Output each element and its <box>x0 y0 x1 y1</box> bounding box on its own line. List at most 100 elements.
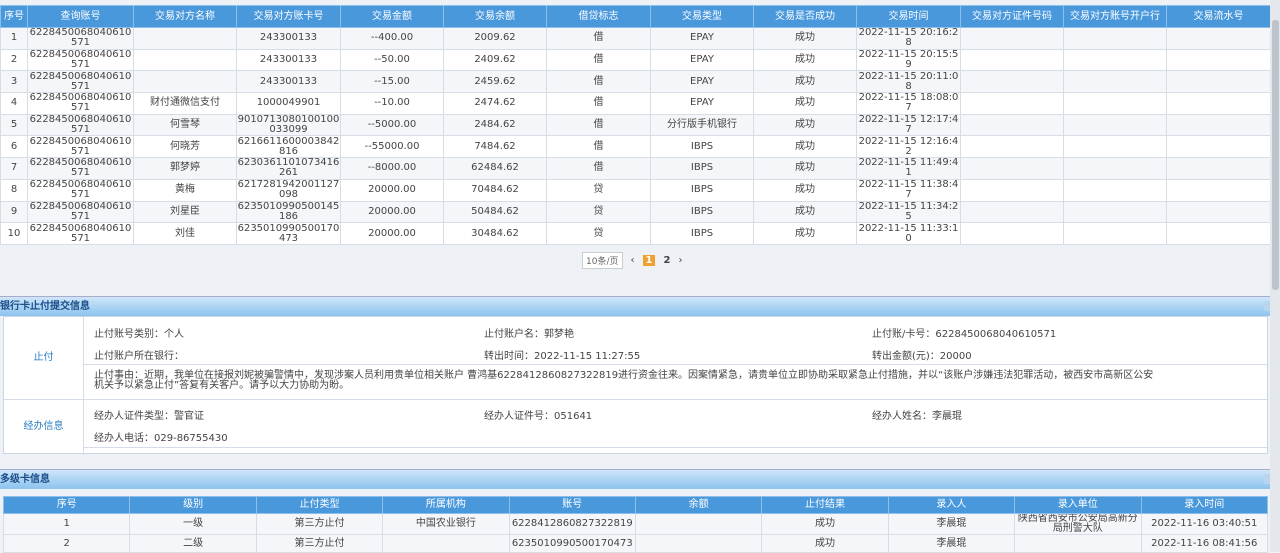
table-cell: EPAY <box>650 27 754 50</box>
table-row[interactable]: 2 二级 第三方止付 6235010990500170473 成功 李晨琨 2022-11-… <box>2 534 1269 553</box>
prev-page-button[interactable]: ‹ <box>630 255 635 266</box>
table-cell: 贷 <box>546 222 651 245</box>
table-cell: 刘佳 <box>133 222 237 245</box>
table-cell <box>382 534 510 553</box>
table-cell: 6228450068040610571 <box>27 27 134 50</box>
table-row[interactable]: 8 6228450068040610571 黄梅 621728194200112709… <box>0 178 1271 202</box>
table-cell: 6217281942001127098 <box>236 178 341 202</box>
table-cell: 10 <box>0 222 28 245</box>
bank: 止付账户所在银行： <box>94 351 184 362</box>
table-cell <box>1063 200 1167 224</box>
table-cell <box>1166 157 1271 180</box>
table-row[interactable]: 4 6228450068040610571 财付通微信支付 1000049901 --1… <box>0 92 1271 115</box>
page-size-select[interactable]: 10条/页 <box>582 252 623 269</box>
table-cell <box>1166 27 1271 50</box>
scrollbar[interactable] <box>1270 0 1280 552</box>
scrollbar-thumb[interactable] <box>1272 20 1279 290</box>
table-cell <box>960 222 1064 245</box>
table-row[interactable]: 1 6228450068040610571 243300133 --400.00 200… <box>0 27 1271 50</box>
table-row[interactable]: 5 6228450068040610571 何雪琴 90107130801001000… <box>0 113 1271 137</box>
table-row[interactable]: 3 6228450068040610571 243300133 --15.00 2459… <box>0 70 1271 94</box>
table-cell: IBPS <box>650 135 754 159</box>
table-cell <box>1166 113 1271 137</box>
column-header: 交易余额 <box>443 5 547 28</box>
table-cell: 何晓芳 <box>133 135 237 159</box>
table-row[interactable]: 6 6228450068040610571 何晓芳 62166116000038428… <box>0 135 1271 159</box>
id-no: 经办人证件号：051641 <box>484 411 593 422</box>
table-cell: 2022-11-15 20:11:08 <box>856 70 961 94</box>
column-header: 交易对方账卡号 <box>236 5 341 28</box>
table-cell: 2022-11-15 18:08:07 <box>856 92 961 115</box>
table-cell: 6235010990500170473 <box>508 534 636 553</box>
table-cell: 6216611600003842816 <box>236 135 341 159</box>
table-cell: 第三方止付 <box>255 513 384 535</box>
table-cell: 2484.62 <box>443 113 547 137</box>
column-header: 交易对方账号开户行 <box>1063 5 1167 28</box>
table-cell: 借 <box>546 157 651 180</box>
table-cell: EPAY <box>650 92 754 115</box>
table-cell: 李晨琨 <box>887 534 1016 553</box>
table-cell: 6228450068040610571 <box>27 92 134 115</box>
table-cell: 成功 <box>753 113 857 137</box>
reason: 止付事由：近期，我单位在接报刘妮被骗警情中，发现涉案人员利用贵单位相关账户 曹鸿… <box>94 370 1154 391</box>
table-cell <box>1166 178 1271 202</box>
table-cell: 2022-11-15 11:49:41 <box>856 157 961 180</box>
column-header: 交易流水号 <box>1166 5 1271 28</box>
column-header: 交易是否成功 <box>753 5 857 28</box>
page-2-button[interactable]: 2 <box>663 255 671 266</box>
table-cell <box>133 48 237 72</box>
card-no: 止付账/卡号：6228450068040610571 <box>872 329 1057 340</box>
table-cell: 财付通微信支付 <box>133 92 237 115</box>
table-row[interactable]: 10 6228450068040610571 刘佳 62350109905001704… <box>0 222 1271 245</box>
table-row[interactable]: 1 一级 第三方止付 中国农业银行 6228412860827322819 成功 李晨琨 陕西… <box>2 513 1269 535</box>
table-cell <box>1063 135 1167 159</box>
table-cell: 成功 <box>753 70 857 94</box>
table-cell: 成功 <box>753 178 857 202</box>
table-cell: 2459.62 <box>443 70 547 94</box>
table-cell: 6230361101073416261 <box>236 157 341 180</box>
multi-card-section-header: 多级卡信息 <box>0 469 1280 489</box>
page-1-button[interactable]: 1 <box>642 255 656 266</box>
table-cell <box>960 178 1064 202</box>
table-cell: IBPS <box>650 157 754 180</box>
transactions-table: 序号 查询账号 交易对方名称 交易对方账卡号 交易金额 交易余额 借贷标志 交易类型 交易是否成… <box>0 5 1271 245</box>
label-stop: 止付 <box>4 317 84 399</box>
table-row[interactable]: 9 6228450068040610571 刘星臣 62350109905001451… <box>0 200 1271 224</box>
collapse-icon[interactable] <box>1264 301 1274 311</box>
table-cell <box>1063 222 1167 245</box>
table-cell <box>1063 70 1167 94</box>
collapse-icon[interactable] <box>1264 474 1274 484</box>
table-cell <box>960 200 1064 224</box>
table-cell: 62484.62 <box>443 157 547 180</box>
column-header: 录入人 <box>887 496 1016 514</box>
table-row[interactable]: 2 6228450068040610571 243300133 --50.00 2409… <box>0 48 1271 72</box>
table-cell: 6228450068040610571 <box>27 178 134 202</box>
out-time: 转出时间：2022-11-15 11:27:55 <box>484 351 641 362</box>
table-cell: 成功 <box>761 534 889 553</box>
table-cell: 7484.62 <box>443 135 547 159</box>
column-header: 借贷标志 <box>546 5 651 28</box>
table-cell: IBPS <box>650 200 754 224</box>
table-cell: 2474.62 <box>443 92 547 115</box>
table-cell: 243300133 <box>236 70 341 94</box>
column-header: 交易金额 <box>340 5 444 28</box>
table-cell: 70484.62 <box>443 178 547 202</box>
table-cell: 陕西省西安市公安局高新分局刑警大队 <box>1014 513 1142 535</box>
table-cell <box>960 48 1064 72</box>
table-cell <box>960 70 1064 94</box>
table-cell: 2022-11-16 03:40:51 <box>1140 513 1269 535</box>
column-header: 交易对方名称 <box>133 5 237 28</box>
out-amount: 转出金额(元)：20000 <box>872 351 972 362</box>
table-cell <box>1063 27 1167 50</box>
table-cell: 借 <box>546 70 651 94</box>
column-header: 余额 <box>634 496 763 514</box>
next-page-button[interactable]: › <box>678 255 683 266</box>
section-title: 多级卡信息 <box>0 474 50 485</box>
table-cell: 何雪琴 <box>133 113 237 137</box>
table-row[interactable]: 7 6228450068040610571 郭梦婷 62303611010734162… <box>0 157 1271 180</box>
table-cell: 刘星臣 <box>133 200 237 224</box>
table-cell: 1000049901 <box>236 92 341 115</box>
table-cell <box>634 534 763 553</box>
table-cell: 成功 <box>753 200 857 224</box>
table-cell: 5 <box>0 113 28 137</box>
